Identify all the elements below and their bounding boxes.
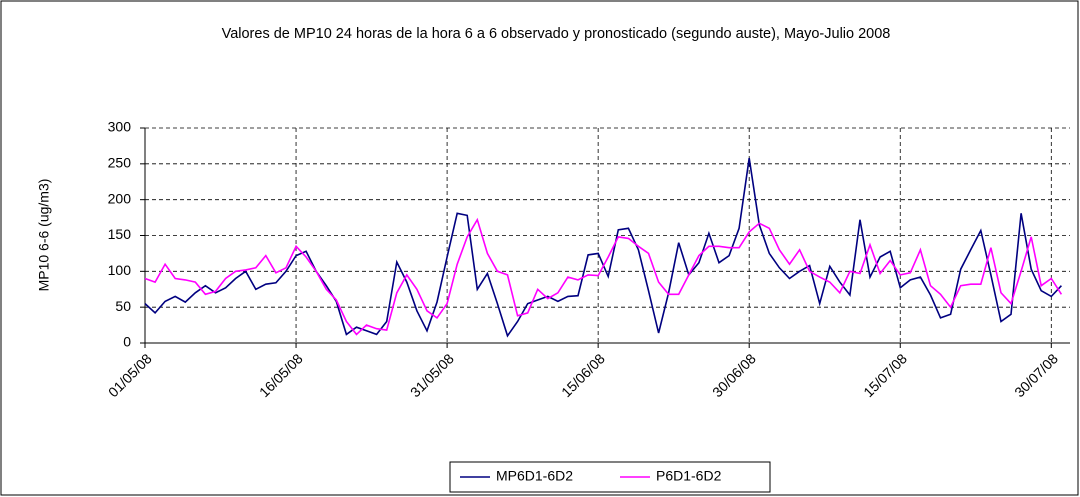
y-axis-label: MP10 6-6 (ug/m3) [36,179,52,292]
x-tick-label: 31/05/08 [407,350,457,400]
y-tick-label: 300 [108,119,132,135]
legend-label: P6D1-6D2 [656,468,722,484]
x-tick-label: 15/06/08 [558,350,608,400]
y-tick-label: 0 [123,334,131,350]
y-tick-label: 200 [108,190,132,206]
legend-label: MP6D1-6D2 [496,468,573,484]
x-tick-label: 16/05/08 [256,350,306,400]
y-tick-label: 150 [108,226,132,242]
x-tick-label: 15/07/08 [860,350,910,400]
chart-title: Valores de MP10 24 horas de la hora 6 a … [221,26,891,42]
series-line [144,217,1063,336]
x-tick-label: 30/06/08 [709,350,759,400]
x-tick-label: 01/05/08 [105,350,155,400]
legend-box [449,461,771,493]
series-line [144,157,1062,338]
x-tick-label: 30/07/08 [1011,350,1061,400]
y-tick-label: 50 [115,298,131,314]
y-tick-label: 100 [108,262,132,278]
y-tick-label: 250 [108,155,132,171]
